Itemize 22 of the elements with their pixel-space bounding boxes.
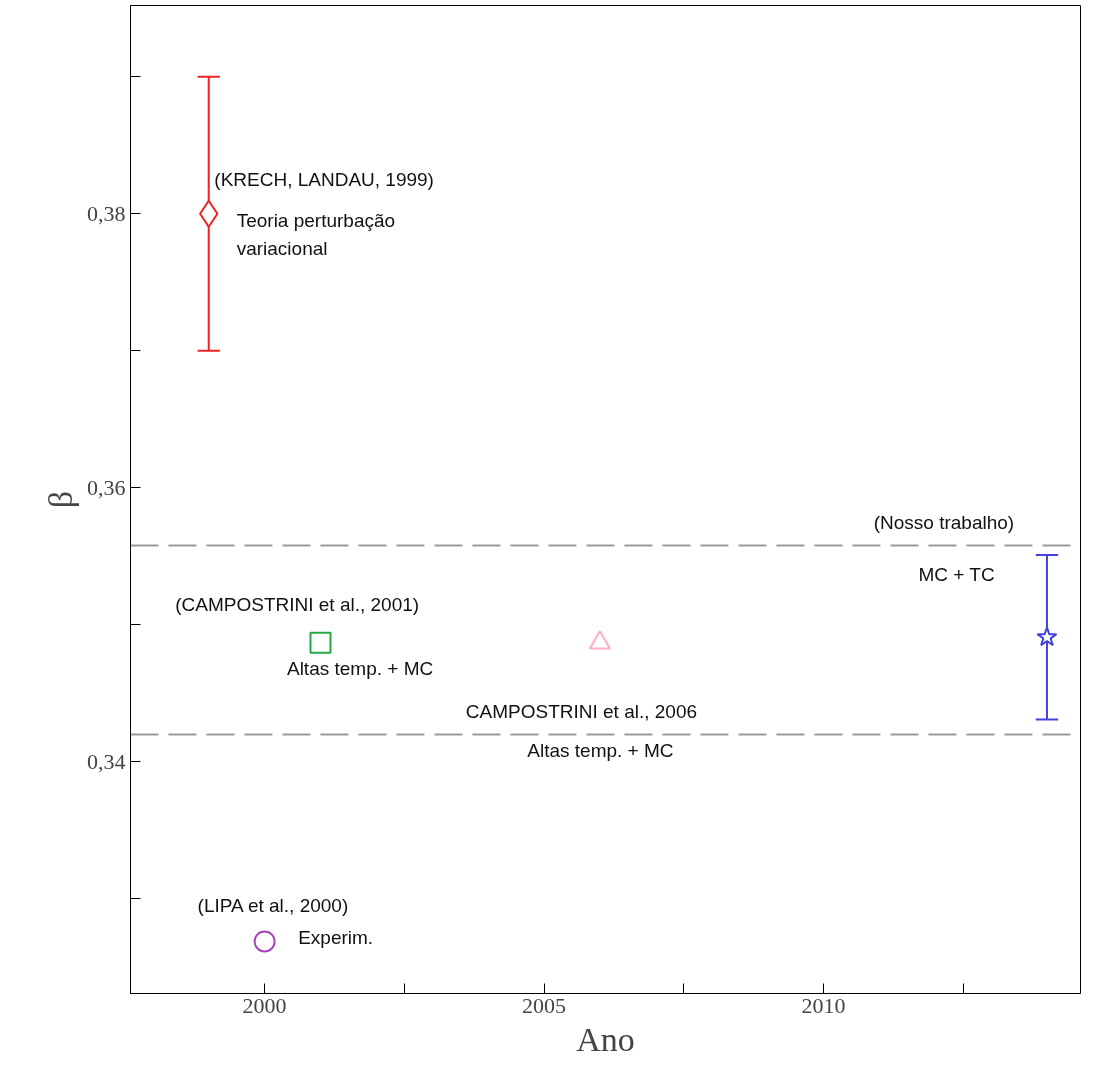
annotation: Altas temp. + MC: [286, 658, 434, 680]
y-axis-title: β: [42, 490, 79, 509]
y-tick-label: 0,34: [87, 748, 126, 774]
point: [253, 930, 276, 953]
x-tick-label: 2000: [242, 992, 287, 1018]
annotation: (LIPA et al., 2000): [197, 895, 349, 917]
y-tick-label: 0,38: [87, 200, 126, 226]
annotation: MC + TC: [918, 563, 995, 585]
annotation: Experim.: [298, 926, 374, 948]
annotation: (Nosso trabalho): [873, 511, 1015, 533]
point: [309, 631, 332, 654]
x-axis-title: Ano: [576, 1020, 635, 1058]
annotation: Altas temp. + MC: [527, 740, 674, 762]
y-tick-label: 0,36: [87, 474, 126, 500]
x-tick-label: 2005: [522, 992, 567, 1018]
annotation: (KRECH, LANDAU, 1999): [214, 169, 434, 191]
x-tick-label: 2010: [801, 992, 846, 1018]
annotation: (CAMPOSTRINI et al., 2001): [175, 593, 420, 615]
annotation: variacional: [236, 237, 328, 259]
annotation: Teoria perturbação: [236, 210, 396, 232]
point: [1036, 626, 1058, 647]
annotation: CAMPOSTRINI et al., 2006: [465, 700, 698, 722]
